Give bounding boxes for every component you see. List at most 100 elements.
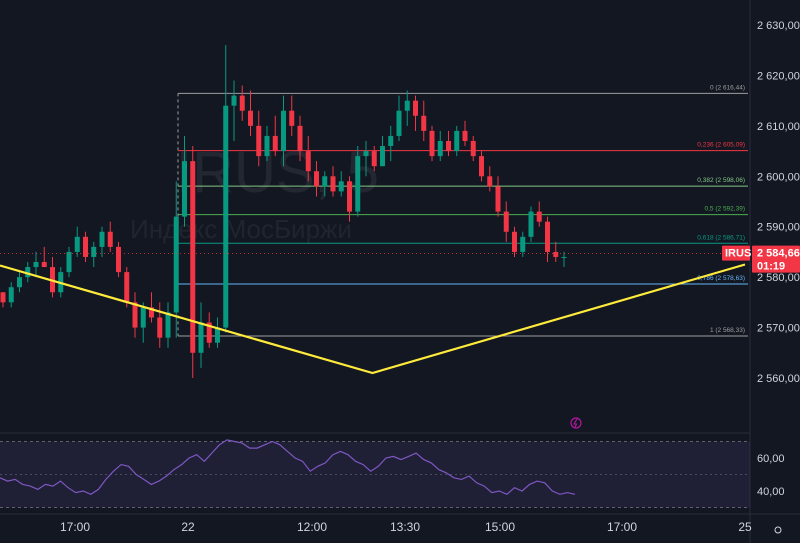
y-tick-label: 2 610,00 (757, 121, 800, 133)
candle-body (470, 140, 476, 157)
candle-body (289, 110, 295, 126)
candle-body (462, 130, 468, 141)
candle-body (41, 262, 47, 268)
candle-body (215, 327, 220, 343)
candle-body (66, 251, 72, 273)
candle-body (223, 105, 229, 328)
candle-body (528, 211, 534, 237)
candle-body (305, 151, 311, 172)
candle-body (83, 236, 88, 257)
candle-body (91, 246, 97, 257)
fib-level-label: 0,5 (2 592,39) (705, 206, 745, 213)
candle-body (413, 100, 418, 116)
price-badge (752, 245, 800, 273)
candlestick-series (0, 45, 722, 378)
trendline-path (0, 263, 746, 375)
x-tick-label: 17:00 (607, 520, 637, 534)
candle-body (388, 135, 394, 147)
candle-body (553, 251, 559, 257)
candle-body (536, 211, 542, 222)
candle-body (206, 322, 212, 343)
rsi-tick-label: 60,00 (757, 453, 785, 465)
candle-body (173, 216, 179, 313)
candle-body (281, 110, 286, 152)
trendline[interactable] (0, 263, 746, 375)
x-tick-label: 15:00 (485, 520, 515, 534)
x-tick-label: 17:00 (60, 520, 90, 534)
candle-body (487, 176, 493, 187)
candle-body (545, 221, 550, 252)
candle-body (479, 156, 484, 177)
candle-body (371, 151, 377, 167)
candle-body (495, 186, 501, 212)
y-tick-label: 2 570,00 (757, 323, 800, 335)
y-tick-label: 2 620,00 (757, 70, 800, 82)
lightning-icon[interactable] (570, 417, 582, 429)
candle-body (17, 277, 22, 288)
fib-level-label: 0,382 (2 598,06) (697, 177, 745, 184)
candle-body (355, 156, 361, 212)
candle-body (99, 231, 105, 247)
candle-body (132, 302, 138, 328)
candle-body (74, 236, 80, 252)
candle-body (33, 262, 39, 268)
fib-level-label: 0 (2 616,44) (710, 84, 745, 91)
y-tick-label: 2 600,00 (757, 171, 800, 183)
candle-body (157, 317, 163, 338)
candle-body (190, 161, 196, 353)
y-tick-label: 2 630,00 (757, 20, 800, 32)
y-tick-label: 2 590,00 (757, 222, 800, 234)
candle-body (8, 287, 14, 303)
x-tick-label: 25 (738, 520, 752, 534)
candle-body (363, 151, 369, 157)
settings-icon[interactable] (774, 526, 782, 534)
candle-body (512, 231, 517, 252)
candle-body (297, 125, 303, 152)
candle-body (182, 161, 187, 217)
candle-body (256, 125, 262, 157)
candle-body (140, 307, 146, 328)
x-tick-label: 12:00 (297, 520, 327, 534)
y-tick-label: 2 580,00 (757, 272, 800, 284)
candle-body (421, 115, 427, 131)
candle-body (264, 135, 270, 157)
candle-body (561, 256, 567, 258)
candle-body (429, 130, 435, 157)
candle-body (454, 130, 460, 152)
candle-body (322, 176, 328, 187)
countdown-label: 01:19 (757, 261, 785, 273)
candle-body (503, 211, 509, 232)
candle-body (272, 135, 278, 152)
rsi-tick-label: 40,00 (757, 486, 785, 498)
fib-level-label: 0,786 (2 578,63) (697, 275, 745, 282)
candle-body (396, 110, 402, 136)
candle-body (198, 322, 204, 353)
candle-body (437, 140, 443, 157)
candle-body (520, 236, 526, 252)
candle-body (347, 181, 352, 212)
y-tick-label: 2 560,00 (757, 373, 800, 385)
fib-level-label: 0,236 (2 605,09) (697, 142, 745, 149)
candle-body (239, 95, 245, 111)
candle-body (25, 267, 31, 278)
candle-body (338, 181, 344, 192)
watermark-exchange: Индекс МосБиржи (130, 214, 352, 244)
fibonacci-retracement[interactable]: 0 (2 616,44) 0,236 (2 605,09) 0,382 (2 598… (177, 84, 748, 337)
candle-body (0, 292, 6, 303)
x-tick-label: 22 (181, 520, 195, 534)
candle-body (116, 246, 121, 273)
symbol-label: IRUS (725, 248, 751, 260)
candle-body (149, 307, 154, 318)
candle-body (248, 110, 253, 126)
candle-body (107, 231, 113, 247)
rsi-line (0, 439, 576, 496)
candle-body (446, 140, 451, 152)
rsi-pane: 60,00 40,00 (0, 432, 785, 508)
candle-body (231, 95, 237, 106)
x-tick-label: 13:30 (390, 520, 420, 534)
price-label: 2 584,66 (757, 248, 800, 260)
candle-body (380, 146, 385, 167)
fib-level-label: 0,618 (2 586,71) (697, 234, 745, 241)
